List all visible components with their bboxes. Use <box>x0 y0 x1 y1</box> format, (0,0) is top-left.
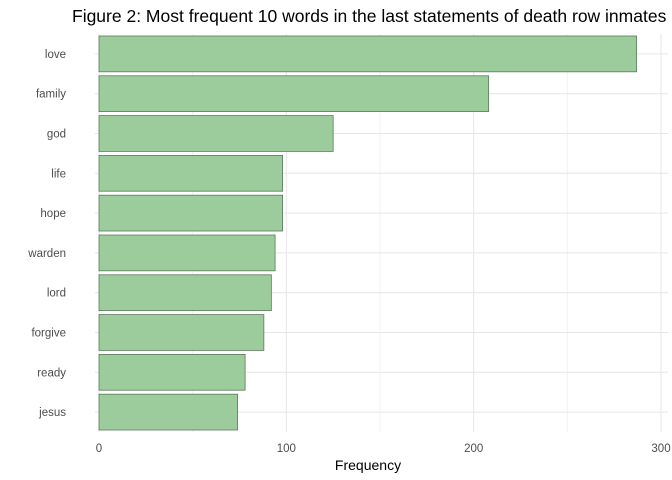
y-tick-label: life <box>51 168 66 180</box>
chart-title: Figure 2: Most frequent 10 words in the … <box>72 6 667 26</box>
x-tick-labels: 0 100 200 300 <box>96 443 671 455</box>
y-tick-label: warden <box>27 248 66 260</box>
bar-forgive <box>98 314 265 351</box>
bar-hope <box>98 194 283 232</box>
x-tick-label: 100 <box>277 443 296 455</box>
bar-lord <box>98 274 272 312</box>
bar-family <box>98 75 490 113</box>
y-tick-label: family <box>36 89 66 101</box>
bars <box>98 35 638 431</box>
y-tick-label: jesus <box>38 407 66 419</box>
y-tick-label: love <box>45 49 66 61</box>
bar-warden <box>98 234 276 272</box>
y-tick-label: forgive <box>31 328 66 340</box>
x-axis-title: Frequency <box>335 457 401 473</box>
y-tick-labels: love family god life hope warden lord forgive re… <box>27 49 66 419</box>
y-tick-label: lord <box>47 288 66 300</box>
x-tick-label: 300 <box>651 443 670 455</box>
bar-life <box>98 154 283 192</box>
y-tick-label: god <box>47 129 66 141</box>
x-tick-label: 200 <box>464 443 483 455</box>
bar-god <box>98 115 334 152</box>
x-tick-label: 0 <box>96 443 102 455</box>
bar-love <box>98 35 638 73</box>
bar-jesus <box>98 393 239 431</box>
y-tick-label: hope <box>40 208 66 220</box>
y-tick-label: ready <box>37 367 66 379</box>
bar-ready <box>98 353 246 391</box>
